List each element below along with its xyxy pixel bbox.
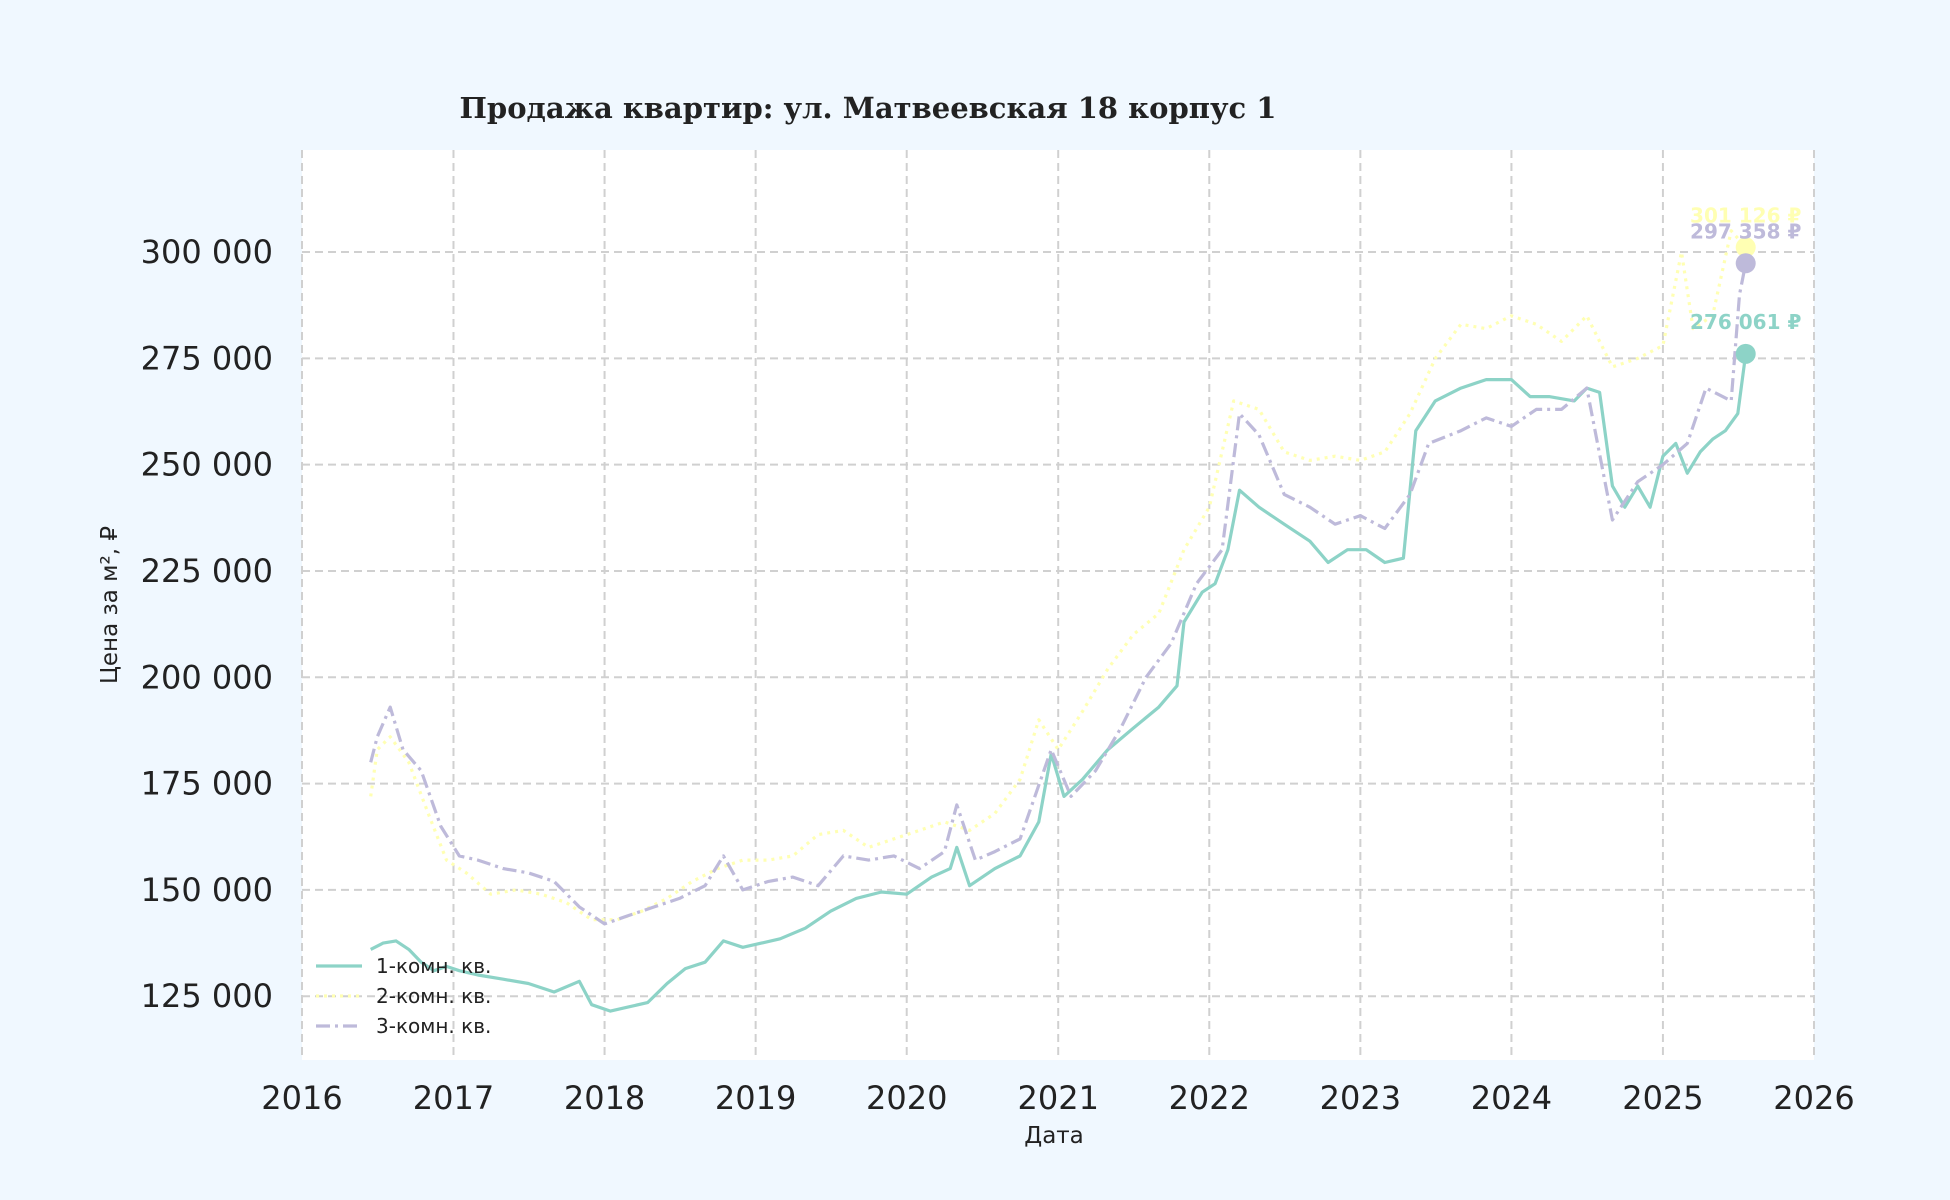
end-value-label: 276 061 ₽ xyxy=(1690,310,1801,334)
x-tick-label: 2016 xyxy=(261,1079,342,1117)
end-value-label: 297 358 ₽ xyxy=(1690,219,1801,243)
end-markers: 276 061 ₽ 301 126 ₽297 358 ₽ xyxy=(1690,203,1801,364)
y-tick-label: 275 000 xyxy=(141,339,273,377)
end-marker-3room xyxy=(1735,253,1756,274)
end-marker-2room xyxy=(1735,237,1756,258)
x-tick-label: 2019 xyxy=(715,1079,796,1117)
y-tick-label: 250 000 xyxy=(141,446,273,484)
y-axis-ticks: 125 000 150 000 175 000 200 000 225 000 250 0… xyxy=(141,233,273,1015)
x-tick-label: 2017 xyxy=(413,1079,494,1117)
x-tick-label: 2024 xyxy=(1471,1079,1552,1117)
legend-label: 3-комн. кв. xyxy=(376,1014,491,1038)
x-tick-label: 2020 xyxy=(866,1079,947,1117)
x-tick-label: 2025 xyxy=(1622,1079,1703,1117)
series-line-2room xyxy=(369,229,1747,922)
series-line-3room xyxy=(369,262,1748,926)
y-tick-label: 125 000 xyxy=(141,977,273,1015)
x-tick-label: 2026 xyxy=(1773,1079,1854,1117)
x-axis-ticks: 2016 2017 2018 2019 2020 2021 2022 2023 2024 2025… xyxy=(261,1079,1854,1117)
y-tick-label: 300 000 xyxy=(141,233,273,271)
end-value-label: 301 126 ₽ xyxy=(1690,203,1801,227)
series-line-1room xyxy=(369,353,1748,1013)
end-marker-1room xyxy=(1735,343,1756,364)
y-tick-label: 150 000 xyxy=(141,871,273,909)
x-tick-label: 2018 xyxy=(564,1079,645,1117)
y-tick-label: 225 000 xyxy=(141,552,273,590)
series-layer xyxy=(369,229,1748,1013)
legend-label: 1-комн. кв. xyxy=(376,954,491,978)
legend-label: 2-комн. кв. xyxy=(376,984,491,1008)
x-tick-label: 2023 xyxy=(1320,1079,1401,1117)
grid-lines xyxy=(301,150,1815,1060)
y-tick-label: 200 000 xyxy=(141,658,273,696)
y-axis-label: Цена за м², ₽ xyxy=(97,526,123,684)
y-tick-label: 175 000 xyxy=(141,765,273,803)
x-axis-label: Дата xyxy=(1024,1123,1084,1149)
chart-title: Продажа квартир: ул. Матвеевская 18 корп… xyxy=(460,91,1277,125)
legend: 1-комн. кв. 2-комн. кв. 3-комн. кв. xyxy=(316,954,491,1038)
x-tick-label: 2021 xyxy=(1017,1079,1098,1117)
x-tick-label: 2022 xyxy=(1169,1079,1250,1117)
